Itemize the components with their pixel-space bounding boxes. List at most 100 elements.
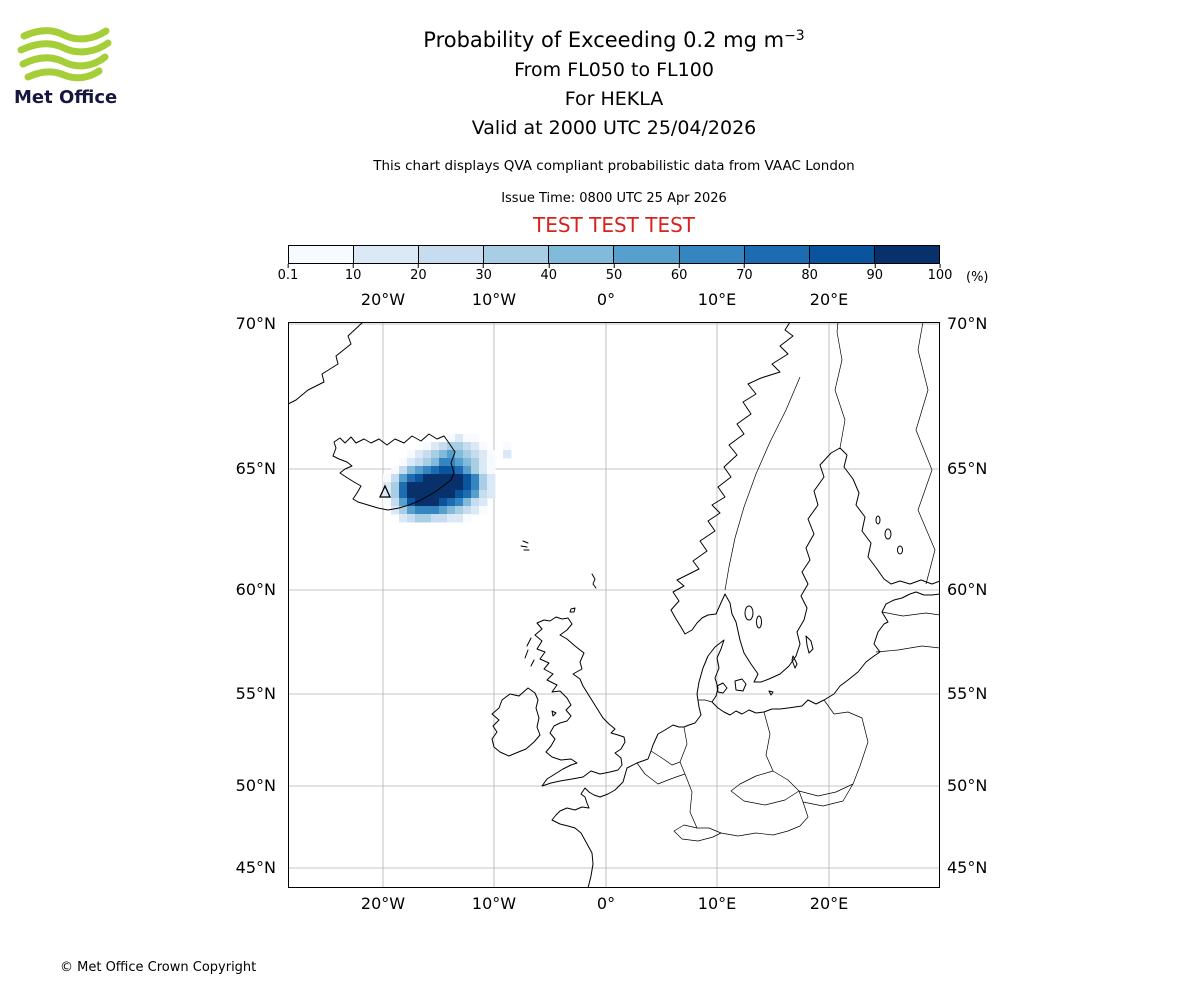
- border-denmark-germany: [698, 699, 713, 703]
- island-oland: [791, 655, 798, 669]
- lat-tick-label: 45°N: [947, 858, 988, 877]
- lake-finland-2: [897, 545, 903, 555]
- colorbar-tick: 60: [671, 264, 687, 283]
- lon-tick-label: 20°W: [360, 290, 406, 309]
- lon-tick-label: 10°E: [697, 290, 737, 309]
- colorbar-tick: 90: [867, 264, 883, 283]
- border-poland-east: [798, 699, 869, 797]
- colorbar-tick-labels: 0.1 10 20 30 40 50 60 70 80 90 100: [278, 264, 952, 288]
- copyright-notice: © Met Office Crown Copyright: [60, 960, 257, 975]
- lat-tick-label: 55°N: [235, 684, 276, 703]
- colorbar-unit: (%): [966, 270, 989, 285]
- lake-finland-3: [875, 515, 881, 525]
- lon-tick-label: 10°W: [471, 290, 517, 309]
- issue-time: Issue Time: 0800 UTC 25 Apr 2026: [501, 191, 727, 206]
- lat-tick-label: 45°N: [235, 858, 276, 877]
- border-austria-region: [720, 790, 809, 837]
- island-zealand: [734, 678, 747, 692]
- island-man: [551, 710, 557, 717]
- coast-greenland: [287, 321, 364, 405]
- lat-tick-label: 70°N: [235, 314, 276, 333]
- border-netherlands-germany: [679, 726, 688, 775]
- qva-note: This chart displays QVA compliant probab…: [373, 158, 855, 174]
- lat-tick-label: 60°N: [947, 580, 988, 599]
- coast-scandinavia: [670, 321, 941, 683]
- border-finland-russia: [915, 321, 936, 585]
- lat-tick-label: 55°N: [947, 684, 988, 703]
- colorbar-tick: 0.1: [278, 264, 298, 283]
- colorbar-segment: [484, 246, 550, 263]
- islands-hebrides: [524, 637, 535, 667]
- colorbar-segment: [679, 246, 745, 263]
- coast-great-britain: [534, 616, 626, 787]
- lat-tick-label: 65°N: [947, 459, 988, 478]
- probability-colorbar: [288, 245, 940, 264]
- island-funen: [716, 682, 728, 694]
- border-norway-sweden: [724, 376, 801, 591]
- border-slovakia-hungary: [802, 783, 854, 807]
- volcano-marker-hekla: [378, 484, 392, 498]
- colorbar-segment: [354, 246, 420, 263]
- border-estonia-latvia: [881, 611, 941, 617]
- border-latvia-lithuania: [875, 645, 941, 653]
- flight-level-line: From FL050 to FL100: [514, 59, 714, 81]
- colorbar-tick: 20: [410, 264, 427, 283]
- colorbar-segment: [289, 246, 355, 263]
- colorbar-segment: [419, 246, 485, 263]
- lon-tick-label: 0°: [596, 894, 616, 913]
- lat-tick-label: 60°N: [235, 580, 276, 599]
- coastlines: [287, 321, 941, 889]
- colorbar-segment: [874, 246, 939, 263]
- longitude-axis-top: 20°W 10°W 0° 10°E 20°E: [288, 290, 940, 312]
- coast-iceland: [332, 433, 456, 511]
- latlon-grid: [288, 322, 940, 888]
- met-office-logo: Met Office: [14, 26, 134, 108]
- lon-tick-label: 20°E: [809, 894, 849, 913]
- title-block: Probability of Exceeding 0.2 mg m−3 From…: [28, 28, 1200, 139]
- volcano-line: For HEKLA: [564, 88, 664, 110]
- border-sweden-finland: [834, 321, 846, 449]
- chart-title: Probability of Exceeding 0.2 mg m−3: [28, 28, 1200, 52]
- valid-time-line: Valid at 2000 UTC 25/04/2026: [471, 117, 757, 139]
- colorbar-tick: 80: [801, 264, 818, 283]
- colorbar-segment: [614, 246, 680, 263]
- latitude-axis-left: 70°N 65°N 60°N 55°N 50°N 45°N: [0, 314, 281, 888]
- lake-vattern: [756, 615, 762, 629]
- met-office-logo-waves: [17, 27, 112, 82]
- island-bornholm: [768, 690, 774, 696]
- longitude-axis-bottom: 20°W 10°W 0° 10°E 20°E: [288, 894, 940, 916]
- colorbar-segment: [549, 246, 615, 263]
- map-area: [287, 321, 941, 889]
- islands-faroe: [520, 540, 530, 551]
- lat-tick-label: 65°N: [235, 459, 276, 478]
- lake-finland-1: [884, 528, 892, 540]
- coast-ireland: [491, 687, 541, 757]
- lon-tick-label: 0°: [596, 290, 616, 309]
- chart-title-text: Probability of Exceeding 0.2 mg m: [423, 28, 785, 52]
- border-czechia: [730, 770, 800, 806]
- map-frame: [288, 322, 940, 888]
- border-france-germany: [684, 773, 698, 829]
- lon-tick-label: 20°E: [809, 290, 849, 309]
- lat-tick-label: 70°N: [947, 314, 988, 333]
- island-orkney: [569, 607, 576, 613]
- colorbar-tick: 50: [606, 264, 622, 283]
- lake-vanern: [744, 605, 754, 621]
- colorbar-segment: [744, 246, 810, 263]
- colorbar-segment: [809, 246, 875, 263]
- latitude-axis-right: 70°N 65°N 60°N 55°N 50°N 45°N: [947, 314, 1057, 888]
- lat-tick-label: 50°N: [947, 776, 988, 795]
- island-shetland: [591, 573, 597, 589]
- colorbar-tick: 70: [736, 264, 753, 283]
- coast-continental-europe: [551, 591, 941, 889]
- colorbar-tick: 40: [541, 264, 557, 283]
- lon-tick-label: 10°E: [697, 894, 737, 913]
- border-switzerland: [673, 824, 722, 842]
- lat-tick-label: 50°N: [235, 776, 276, 795]
- chart-title-exponent: −3: [784, 28, 805, 44]
- island-gotland: [805, 635, 814, 654]
- test-banner: TEST TEST TEST: [532, 213, 695, 237]
- colorbar-tick: 30: [475, 264, 492, 283]
- border-belgium-france: [636, 762, 686, 785]
